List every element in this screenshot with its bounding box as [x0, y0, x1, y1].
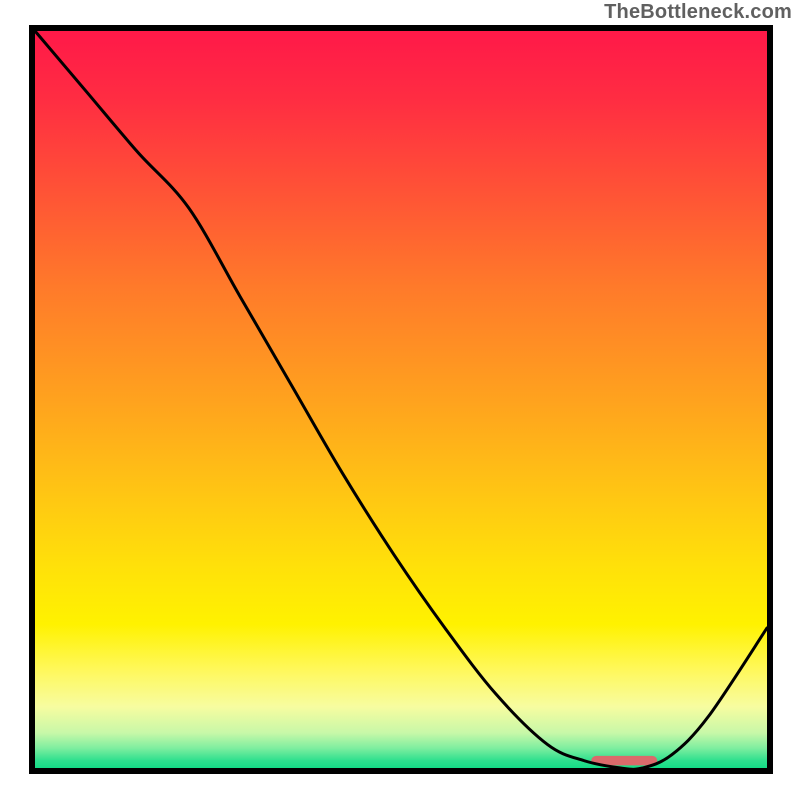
chart-container: TheBottleneck.com [0, 0, 800, 800]
curve-layer [29, 25, 773, 774]
watermark-text: TheBottleneck.com [604, 1, 792, 24]
curve-path [35, 31, 767, 769]
plot-frame [32, 28, 770, 771]
plot-area [29, 25, 773, 774]
